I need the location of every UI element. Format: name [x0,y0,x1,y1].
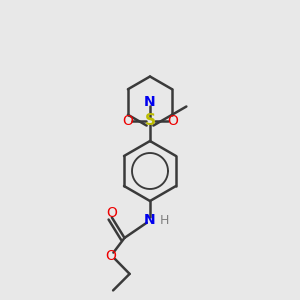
Text: O: O [122,114,133,128]
Text: N: N [144,214,156,227]
Text: O: O [167,114,178,128]
Text: S: S [145,113,155,128]
Text: N: N [144,95,156,109]
Text: O: O [106,206,117,220]
Text: O: O [106,250,116,263]
Text: H: H [160,214,169,227]
